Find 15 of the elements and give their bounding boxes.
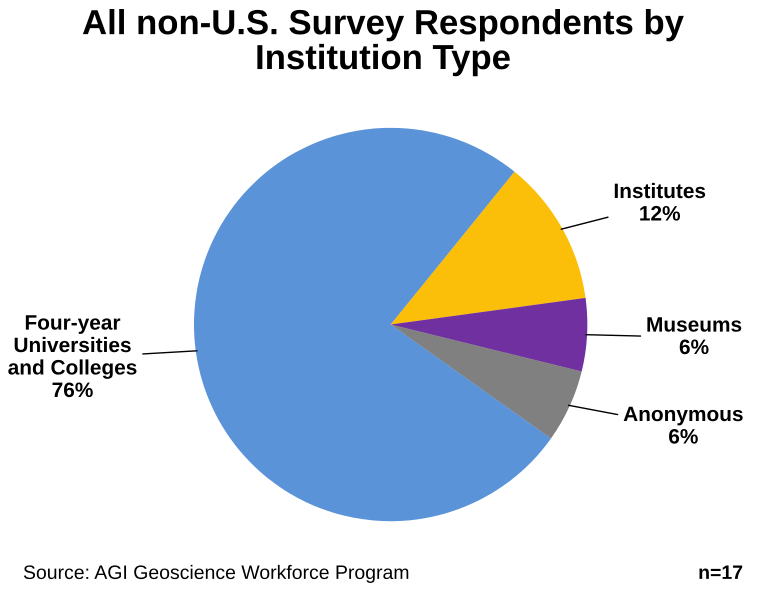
pie-slice xyxy=(390,298,588,372)
source-note: Source: AGI Geoscience Workforce Program xyxy=(24,564,408,583)
slice-label: Anonymous xyxy=(624,406,743,426)
data-label: 76% xyxy=(52,382,93,398)
data-label: 12% xyxy=(640,206,680,221)
slice-label: Institutes xyxy=(614,182,706,198)
chart-title: All non-U.S. Survey Respondents by Institution Type xyxy=(82,9,684,76)
pie-slice xyxy=(390,172,586,325)
pie-slice xyxy=(390,324,582,438)
slice-label: Four-year Universities and Colleges xyxy=(8,315,136,379)
data-label: 6% xyxy=(669,428,698,444)
text: n=17 xyxy=(699,566,742,579)
data-label: 6% xyxy=(680,339,709,354)
slice-label: Museums xyxy=(647,317,742,332)
pie-slice xyxy=(194,128,551,522)
